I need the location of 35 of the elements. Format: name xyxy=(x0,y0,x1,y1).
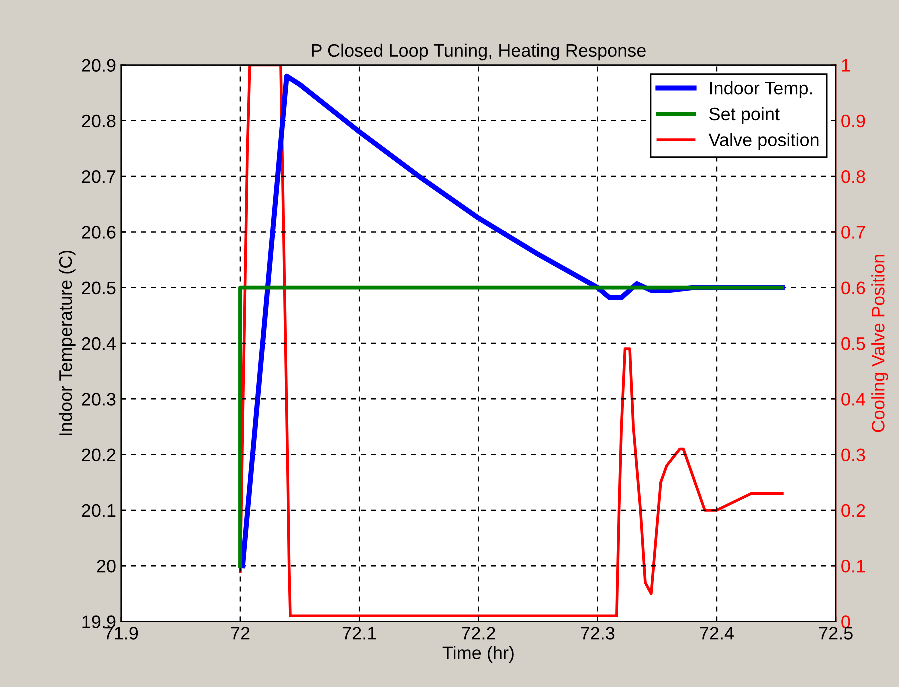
y2-tick-label: 0.6 xyxy=(842,282,866,295)
y2-tick-label: 0.1 xyxy=(842,560,866,573)
legend-label: Valve position xyxy=(708,133,819,150)
legend-label: Indoor Temp. xyxy=(710,82,812,98)
y2-tick-label: 0.3 xyxy=(842,448,866,462)
x-tick-label: 72.2 xyxy=(462,627,496,640)
y-axis-title: Indoor Temperature (C) xyxy=(58,250,76,436)
y-tick-label: 20.7 xyxy=(82,170,116,184)
x-tick-label: 72.3 xyxy=(581,627,615,640)
y2-tick-label: 0.2 xyxy=(842,504,866,518)
y-tick-label: 20.4 xyxy=(82,337,116,350)
y-tick-label: 20.8 xyxy=(82,114,116,128)
y-tick-label: 20.2 xyxy=(82,448,116,462)
x-tick-label: 71.9 xyxy=(104,627,138,640)
x-axis-title: Time (hr) xyxy=(442,646,514,664)
y-tick-label: 20.5 xyxy=(82,282,116,295)
y2-tick-label: 1 xyxy=(842,59,850,72)
chart-title: P Closed Loop Tuning, Heating Response xyxy=(312,44,646,61)
y-tick-label: 20.3 xyxy=(82,393,116,406)
legend-label: Set point xyxy=(710,107,780,124)
y2-tick-label: 0.8 xyxy=(842,170,866,184)
y2-tick-label: 0.5 xyxy=(842,337,866,350)
y-tick-label: 20.9 xyxy=(82,59,116,72)
y2-tick-label: 0.9 xyxy=(842,114,866,128)
y2-tick-label: 0.7 xyxy=(842,226,866,239)
y-tick-label: 19.9 xyxy=(82,616,116,628)
y2-axis-title: Cooling Valve Position xyxy=(872,255,888,432)
x-tick-label: 72 xyxy=(231,627,250,640)
y-tick-label: 20 xyxy=(97,560,116,573)
x-tick-label: 72.4 xyxy=(700,627,734,640)
y2-tick-label: 0.4 xyxy=(842,393,866,406)
y-tick-label: 20.6 xyxy=(82,226,116,239)
x-tick-label: 72.1 xyxy=(342,627,376,640)
x-tick-label: 72.5 xyxy=(819,627,853,640)
y-tick-label: 20.1 xyxy=(82,504,116,518)
